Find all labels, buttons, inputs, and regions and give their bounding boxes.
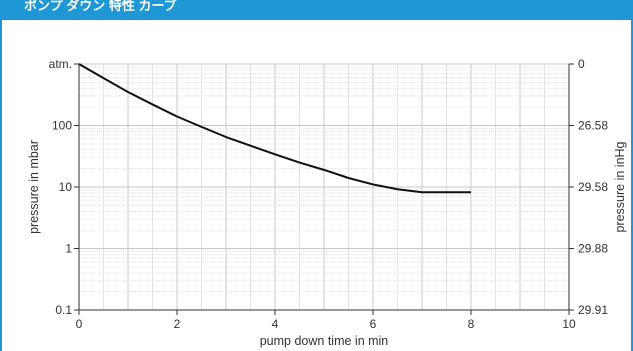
header-title: ポンプ ダウン 特性 カーブ	[24, 0, 177, 13]
series-line	[78, 63, 471, 194]
y-tick-label-left: 0.1	[55, 303, 72, 317]
header-band: ポンプ ダウン 特性 カーブ	[2, 0, 631, 20]
y-tick-label-right: 29.88	[578, 242, 608, 256]
y-tick-label-left: 10	[59, 180, 73, 194]
x-tick-label: 10	[562, 317, 576, 331]
y-tick-label-right: 0	[578, 57, 585, 71]
y-tick-label-right: 29.58	[578, 180, 608, 194]
tick-labels: 0 2 4 6 8 10 atm. 100 10 1 0.1 0 26.58 29.58 29.88 29.9…	[49, 57, 609, 331]
y-tick-label-left: 100	[52, 119, 72, 133]
y-tick-label-left: atm.	[49, 57, 72, 71]
y-tick-label-left: 1	[65, 242, 72, 256]
x-axis-title: pump down time in min	[260, 334, 389, 348]
data-series	[78, 63, 471, 194]
y-tick-label-right: 26.58	[578, 119, 608, 133]
y-axis-title-left: pressure in mbar	[27, 140, 41, 234]
tick-marks	[74, 63, 574, 315]
y-axis-title-right: pressure in inHg	[613, 141, 627, 232]
x-tick-label: 4	[272, 317, 279, 331]
x-tick-label: 0	[76, 317, 83, 331]
y-tick-label-right: 29.91	[578, 303, 608, 317]
x-tick-label: 6	[370, 317, 377, 331]
x-tick-label: 8	[468, 317, 475, 331]
x-tick-label: 2	[174, 317, 181, 331]
grid	[78, 63, 570, 311]
